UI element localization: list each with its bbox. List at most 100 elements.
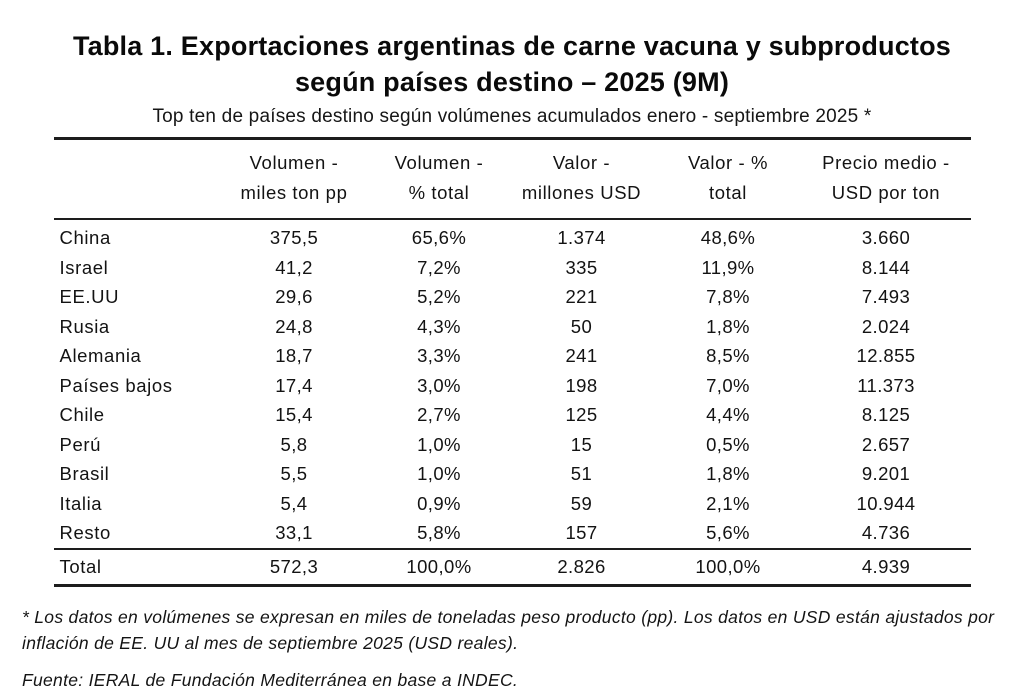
value-cell: 8,5% (706, 345, 750, 366)
value-cell: 375,5 (269, 227, 319, 248)
value-cell: 5,4 (280, 492, 308, 514)
value-cell: 2,1% (706, 492, 750, 514)
col-header-volume-pct: Volumen - % total (369, 138, 509, 220)
value-cell: 1.374 (557, 227, 606, 248)
value-cell: 12.855 (856, 345, 916, 366)
value-cell: 15,4 (275, 404, 313, 425)
value-cell: 2,7% (417, 404, 461, 425)
value-cell: 5,8 (280, 433, 308, 455)
table-header: Volumen - miles ton pp Volumen - % total… (53, 138, 971, 220)
exports-table: Volumen - miles ton pp Volumen - % total… (53, 137, 971, 587)
value-cell: 18,7 (275, 345, 313, 366)
value-cell: 24,8 (275, 315, 313, 337)
table-title-line2: según países destino – 2025 (9M) (294, 67, 730, 97)
value-cell: 335 (565, 256, 598, 278)
value-cell: 8.144 (861, 256, 911, 278)
value-cell: 59 (570, 492, 593, 514)
value-cell: 2.826 (508, 547, 655, 585)
country-cell: China (59, 227, 111, 248)
value-cell: 7.493 (861, 286, 911, 307)
value-cell: 41,2 (275, 256, 313, 278)
value-cell: 4,4% (706, 404, 750, 425)
table-row: Alemania 18,7 3,3% 241 8,5% 12.855 (54, 341, 971, 371)
table-row: Chile 15,4 2,7% 125 4,4% 8.125 (54, 400, 971, 430)
table-subtitle: Top ten de países destino según volúmene… (152, 106, 872, 127)
value-cell: 4,3% (417, 315, 461, 337)
value-cell: 0,9% (417, 492, 461, 514)
value-cell: 33,1 (275, 522, 313, 543)
value-cell: 2.657 (861, 433, 911, 455)
value-cell: 8.125 (861, 404, 911, 425)
value-cell: 10.944 (856, 492, 916, 514)
value-cell: 3,3% (417, 345, 461, 366)
table-row-total: Total 572,3 100,0% 2.826 100,0% 4.939 (53, 547, 971, 585)
value-cell: 9.201 (861, 463, 911, 484)
country-cell: EE.UU (59, 286, 120, 307)
value-cell: 198 (565, 374, 598, 396)
value-cell: 572,3 (218, 547, 370, 585)
value-cell: 1,0% (417, 463, 461, 484)
country-cell: Perú (59, 433, 101, 455)
value-cell: 11.373 (857, 374, 915, 396)
value-cell: 221 (565, 286, 598, 307)
table-row: EE.UU 29,6 5,2% 221 7,8% 7.493 (54, 282, 971, 312)
value-cell: 0,5% (706, 433, 750, 455)
value-cell: 51 (570, 463, 593, 484)
table-row: Rusia 24,8 4,3% 50 1,8% 2.024 (54, 312, 971, 342)
value-cell: 17,4 (275, 374, 313, 396)
country-cell: Rusia (59, 315, 110, 337)
country-cell: Chile (59, 404, 105, 425)
country-cell: Israel (59, 256, 109, 278)
value-cell: 5,2% (417, 286, 461, 307)
source-note: Fuente: IERAL de Fundación Mediterránea … (22, 669, 519, 690)
value-cell: 2.024 (861, 315, 911, 337)
value-cell: 1,8% (706, 463, 750, 484)
col-header-avg-price: Precio medio - USD por ton (801, 138, 971, 220)
col-header-volume: Volumen - miles ton pp (218, 138, 370, 220)
value-cell: 125 (565, 404, 598, 425)
value-cell: 48,6% (700, 227, 756, 248)
value-cell: 15 (570, 433, 593, 455)
col-header-country (53, 138, 219, 220)
value-cell: 29,6 (275, 286, 313, 307)
value-cell: 5,5 (280, 463, 308, 484)
table-row: Italia 5,4 0,9% 59 2,1% 10.944 (54, 489, 971, 519)
table-body: China 375,5 65,6% 1.374 48,6% 3.660 Israel 41,2… (53, 219, 971, 585)
table-header-row: Volumen - miles ton pp Volumen - % total… (53, 138, 971, 220)
country-cell: Total (53, 547, 219, 585)
table-row: Resto 33,1 5,8% 157 5,6% 4.736 (54, 518, 971, 549)
country-cell: Países bajos (59, 374, 173, 396)
value-cell: 3.660 (861, 227, 911, 248)
value-cell: 11,9% (701, 256, 755, 278)
country-cell: Resto (59, 522, 111, 543)
value-cell: 5,6% (706, 522, 750, 543)
value-cell: 157 (565, 522, 598, 543)
value-cell: 4.736 (861, 522, 911, 543)
table-row: China 375,5 65,6% 1.374 48,6% 3.660 (54, 219, 971, 253)
value-cell: 65,6% (411, 227, 467, 248)
value-cell: 3,0% (417, 374, 461, 396)
value-cell: 100,0% (654, 547, 802, 585)
value-cell: 4.939 (801, 547, 971, 585)
value-cell: 7,0% (706, 374, 750, 396)
value-cell: 1,8% (706, 315, 750, 337)
value-cell: 241 (565, 345, 598, 366)
table-row: Perú 5,8 1,0% 15 0,5% 2.657 (54, 430, 971, 460)
country-cell: Brasil (59, 463, 110, 484)
table-title-line1: Tabla 1. Exportaciones argentinas de car… (72, 31, 952, 61)
col-header-value: Valor - millones USD (508, 138, 655, 220)
table-row: Brasil 5,5 1,0% 51 1,8% 9.201 (54, 459, 971, 489)
country-cell: Italia (59, 492, 103, 514)
value-cell: 1,0% (417, 433, 461, 455)
col-header-value-pct: Valor - % total (654, 138, 802, 220)
table-row: Israel 41,2 7,2% 335 11,9% 8.144 (54, 253, 971, 283)
footnote: * Los datos en volúmenes se expresan en … (22, 606, 995, 653)
notes-section: * Los datos en volúmenes se expresan en … (22, 604, 1006, 691)
country-cell: Alemania (59, 345, 142, 366)
value-cell: 50 (570, 315, 593, 337)
value-cell: 100,0% (369, 547, 509, 585)
value-cell: 7,2% (417, 256, 461, 278)
table-title: Tabla 1. Exportaciones argentinas de car… (22, 28, 1002, 100)
value-cell: 7,8% (706, 286, 750, 307)
